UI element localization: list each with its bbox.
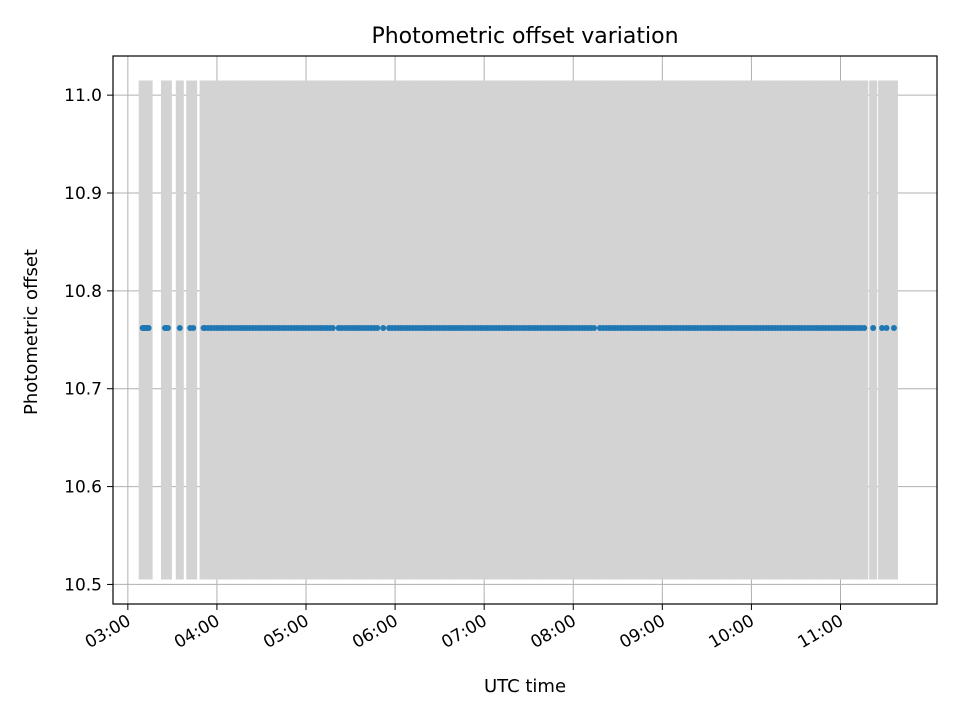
- data-point: [145, 325, 152, 332]
- data-point: [380, 325, 387, 332]
- data-point: [591, 325, 598, 332]
- data-point: [176, 325, 183, 332]
- data-point: [190, 325, 197, 332]
- data-point: [890, 325, 897, 332]
- data-point: [883, 325, 890, 332]
- y-tick-label: 11.0: [64, 86, 102, 106]
- data-point: [164, 325, 171, 332]
- y-tick-label: 10.9: [64, 184, 102, 204]
- data-points: [139, 325, 897, 332]
- y-axis-label: Photometric offset: [21, 249, 42, 415]
- y-tick-label: 10.5: [64, 575, 102, 595]
- y-tick-label: 10.8: [64, 282, 102, 302]
- y-tick-label: 10.6: [64, 478, 102, 498]
- data-point: [374, 325, 381, 332]
- data-point: [329, 325, 336, 332]
- y-axis-ticks: 10.5 10.6 10.7 10.8 10.9 11.0: [64, 86, 113, 595]
- data-point: [870, 325, 877, 332]
- data-point: [879, 325, 886, 332]
- data-point: [861, 325, 868, 332]
- chart-title: Photometric offset variation: [371, 24, 678, 49]
- x-axis-label: UTC time: [484, 676, 566, 697]
- plot-frame: [112, 55, 938, 605]
- y-tick-label: 10.7: [64, 380, 102, 400]
